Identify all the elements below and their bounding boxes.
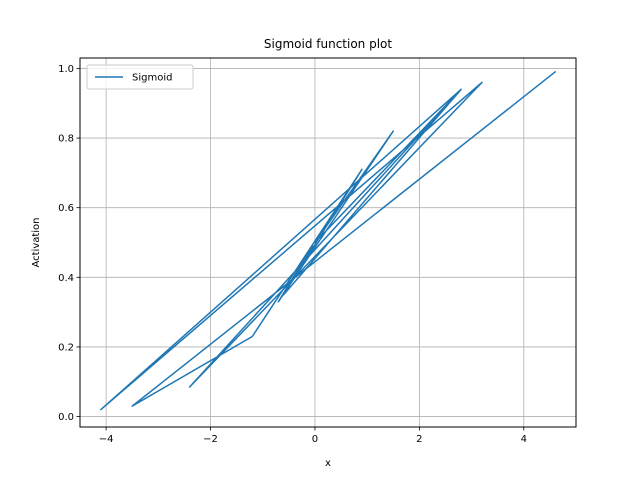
y-tick-label: 0.2: [58, 342, 74, 353]
x-tick-label: −2: [203, 434, 218, 445]
x-axis-ticks: −4 −2 0 2 4: [99, 427, 527, 445]
y-tick-label: 0.0: [58, 412, 74, 423]
x-tick-label: 4: [521, 434, 527, 445]
y-tick-label: 0.8: [58, 134, 74, 145]
chart-title: Sigmoid function plot: [264, 37, 392, 51]
y-tick-label: 0.4: [58, 273, 74, 284]
x-tick-label: −4: [99, 434, 114, 445]
y-tick-label: 1.0: [58, 64, 74, 75]
x-tick-label: 0: [312, 434, 318, 445]
legend-label-sigmoid: Sigmoid: [132, 73, 172, 84]
legend: Sigmoid: [86, 64, 194, 90]
series-line-sigmoid: [100, 70, 557, 411]
y-axis-label: Activation: [31, 217, 42, 267]
series-layer: [100, 70, 557, 411]
plot-frame: [79, 57, 577, 428]
y-tick-label: 0.6: [58, 203, 74, 214]
x-tick-label: 2: [416, 434, 422, 445]
legend-box: [86, 64, 194, 90]
x-axis-label: x: [325, 458, 331, 469]
y-axis-ticks: 0.0 0.2 0.4 0.6 0.8 1.0: [58, 64, 80, 423]
